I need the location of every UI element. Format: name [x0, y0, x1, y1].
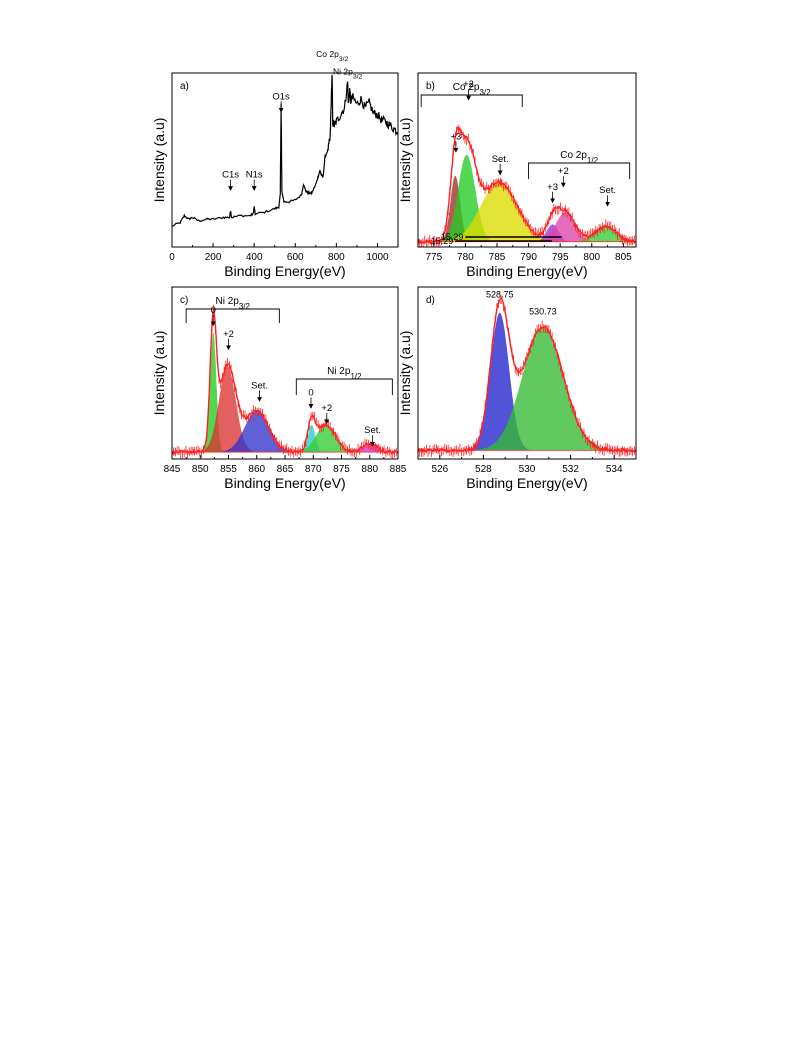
plot-area: [172, 74, 398, 227]
peak-label: Set.: [251, 381, 268, 392]
peak-label: 0: [211, 305, 216, 316]
plot-frame: [417, 72, 637, 248]
plot-area: [172, 304, 398, 459]
x-tick-label: 775: [425, 252, 442, 263]
panel-d: 526 528 530 532 534 Binding Energy(eV) Intensi…: [397, 286, 637, 491]
x-tick-label: 600: [287, 252, 304, 263]
bracket-label: Ni 2p3/2: [215, 296, 250, 311]
peak-label: +2: [223, 329, 234, 340]
bracket: [295, 378, 393, 395]
x-tick-label: 528: [475, 464, 492, 475]
peak-label: Set.: [492, 154, 509, 165]
peak-label: Co 2p3/2: [316, 49, 348, 63]
x-tick-label: 0: [169, 252, 175, 263]
peak-5-fill: [418, 226, 636, 242]
x-tick-label: 1000: [366, 252, 389, 263]
panel-label: d): [426, 295, 435, 306]
x-tick-label: 530: [519, 464, 536, 475]
x-tick-label: 885: [390, 464, 407, 475]
x-tick-label: 805: [615, 252, 632, 263]
y-axis-label: Intensity (a.u): [397, 331, 413, 416]
bracket: [528, 162, 631, 179]
x-tick-label: 880: [361, 464, 378, 475]
peak-label: 0: [308, 387, 313, 398]
data-envelope-line: [172, 309, 398, 456]
peak-label: Ni 2p3/2: [333, 66, 363, 80]
peak-label: Set.: [364, 425, 381, 436]
y-axis-label: Intensity (a.u): [151, 331, 167, 416]
x-tick-label: 780: [457, 252, 474, 263]
plot-frame: [171, 72, 399, 248]
x-axis-label: Binding Energy(eV): [466, 263, 587, 279]
y-axis-label: Intensity (a.u): [397, 118, 413, 203]
peak-position-label: 528.75: [486, 289, 514, 299]
peak-label: O1s: [272, 91, 290, 102]
peak-position-label: 530.73: [529, 307, 557, 317]
panel-c: 845 850 855 860 865 870 875 880 885 Binding Energ…: [151, 286, 407, 491]
x-axis-label: Binding Energy(eV): [224, 263, 345, 279]
x-tick-label: 855: [220, 464, 237, 475]
x-axis-label: Binding Energy(eV): [224, 475, 345, 491]
y-axis-label: Intensity (a.u): [151, 118, 167, 203]
series-0-line: [172, 74, 398, 227]
peak-label: +3: [547, 182, 558, 193]
x-tick-label: 850: [192, 464, 209, 475]
x-tick-label: 526: [431, 464, 448, 475]
plot-area: [418, 295, 636, 458]
separation-label: 15.29: [431, 236, 454, 246]
x-tick-label: 800: [583, 252, 600, 263]
x-tick-label: 532: [562, 464, 579, 475]
peak-label: +2: [558, 166, 569, 177]
peak-label: +2: [463, 79, 474, 90]
peak-label: N1s: [246, 170, 263, 181]
bracket-label: Co 2p3/2: [453, 82, 491, 97]
peak-label: C1s: [222, 170, 239, 181]
x-tick-label: 200: [205, 252, 222, 263]
x-tick-label: 845: [164, 464, 181, 475]
x-tick-label: 875: [333, 464, 350, 475]
data-envelope-line: [418, 126, 636, 246]
x-tick-label: 870: [305, 464, 322, 475]
peak-label: +3: [450, 131, 461, 142]
peak-1-fill: [172, 366, 398, 453]
x-tick-label: 534: [606, 464, 623, 475]
plot-area: [418, 124, 636, 247]
x-tick-label: 790: [520, 252, 537, 263]
panel-label: c): [180, 295, 188, 306]
panel-b: 775 780 785 790 795 800 805 Binding Energy(eV) I…: [397, 72, 637, 279]
separation-label: 15.29: [441, 232, 464, 242]
x-tick-label: 865: [277, 464, 294, 475]
panel-label: b): [426, 81, 435, 92]
peak-1-fill: [418, 326, 636, 451]
bracket: [185, 308, 280, 323]
x-tick-label: 800: [328, 252, 345, 263]
peak-1-fill: [418, 154, 636, 242]
x-tick-label: 860: [248, 464, 265, 475]
panel-a: 0 200 400 600 800 1000 Binding Energy(eV) Inten…: [151, 49, 399, 279]
peak-label: +2: [321, 403, 332, 414]
bracket-label: Ni 2p1/2: [327, 366, 362, 381]
bracket: [420, 94, 523, 107]
peak-2-fill: [418, 182, 636, 242]
x-tick-label: 795: [552, 252, 569, 263]
bracket-label: Co 2p1/2: [560, 150, 598, 165]
x-tick-label: 400: [246, 252, 263, 263]
x-axis-label: Binding Energy(eV): [466, 475, 587, 491]
panel-label: a): [180, 81, 189, 92]
x-tick-label: 785: [489, 252, 506, 263]
peak-label: Set.: [599, 185, 616, 196]
